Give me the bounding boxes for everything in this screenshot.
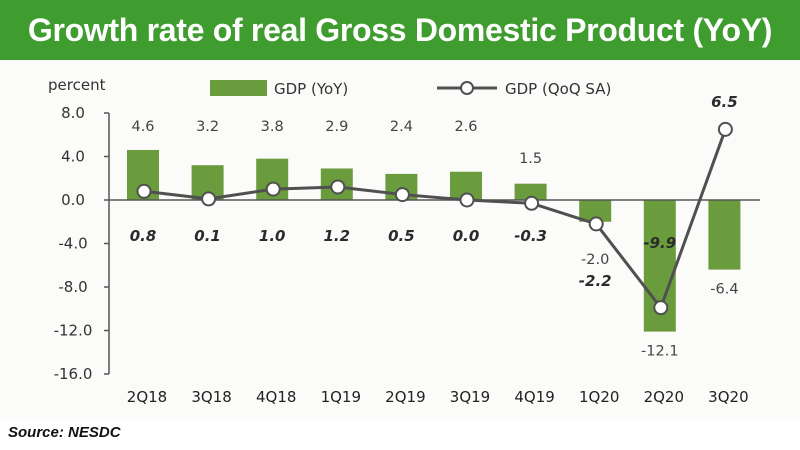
x-tick-label-3q18: 3Q18 [191,388,231,406]
legend-line-label: GDP (QoQ SA) [505,80,611,98]
x-tick-label-1q19: 1Q19 [321,388,361,406]
line-label-3q19: 0.0 [453,227,480,245]
qoq-marker-3q18 [201,191,217,207]
qoq-marker-3q20 [717,121,733,137]
y-tick-label: -12.0 [54,322,93,340]
bar-label-3q20: -6.4 [710,282,738,298]
line-label-2q19: 0.5 [388,227,415,245]
bar-label-4q18: 3.8 [261,119,284,135]
bar-label-1q20: -2.0 [581,252,609,268]
line-label-3q20: 6.5 [711,93,738,111]
qoq-marker-1q19 [330,179,346,195]
qoq-marker-4q18 [265,181,281,197]
x-tick-label-2q18: 2Q18 [127,388,167,406]
line-label-2q20: -9.9 [643,234,676,252]
y-tick-label: 8.0 [61,104,85,122]
title-banner: Growth rate of real Gross Domestic Produ… [0,0,800,60]
x-tick-label-4q18: 4Q18 [256,388,296,406]
qoq-marker-2q19 [394,187,410,203]
bar-label-1q19: 2.9 [325,119,348,135]
legend-bar-swatch [210,80,267,96]
qoq-marker-2q18 [136,183,152,199]
x-tick-label-2q20: 2Q20 [644,388,684,406]
line-label-4q19: -0.3 [514,227,547,245]
qoq-marker-1q20 [588,216,604,232]
bar-label-2q19: 2.4 [390,119,413,135]
bar-label-3q18: 3.2 [196,119,219,135]
bar-label-2q20: -12.1 [641,344,679,360]
x-tick-label-4q19: 4Q19 [514,388,554,406]
qoq-line [143,128,727,310]
source-note: Source: NESDC [8,424,121,441]
legend-bar-label: GDP (YoY) [274,80,348,98]
bar-label-3q19: 2.6 [454,119,477,135]
line-label-4q18: 1.0 [259,227,286,245]
x-tick-label-2q19: 2Q19 [385,388,425,406]
line-label-1q20: -2.2 [579,272,612,290]
bar-1q20 [579,200,612,222]
y-tick-label: 4.0 [61,148,85,166]
chart-title: Growth rate of real Gross Domestic Produ… [27,11,773,48]
y-tick-label: 0.0 [61,191,85,209]
line-label-1q19: 1.2 [324,227,351,245]
qoq-marker-2q20 [653,300,669,316]
bar-label-2q18: 4.6 [131,119,154,135]
x-tick-label-3q20: 3Q20 [708,388,748,406]
qoq-marker-3q19 [459,192,475,208]
x-tick-label-3q19: 3Q19 [450,388,490,406]
y-axis-title: percent [48,76,106,94]
x-tick-label-1q20: 1Q20 [579,388,619,406]
bar-4q19 [514,183,547,200]
bar-3q20 [708,200,741,270]
legend-line-marker [460,81,474,95]
y-tick-label: -16.0 [54,365,93,383]
qoq-marker-4q19 [524,195,540,211]
line-label-2q18: 0.8 [130,227,157,245]
line-label-3q18: 0.1 [194,227,221,245]
y-tick-label: -4.0 [58,235,87,253]
y-tick-label: -8.0 [58,278,87,296]
gdp-chart: percent 8.0 4.0 0.0 -4.0 -8.0 -12.0 -16.0 4.6 3.2… [48,76,760,406]
bar-label-4q19: 1.5 [519,151,542,167]
chart-area: percent 8.0 4.0 0.0 -4.0 -8.0 -12.0 -16.0 4.6 3.2… [0,60,800,420]
